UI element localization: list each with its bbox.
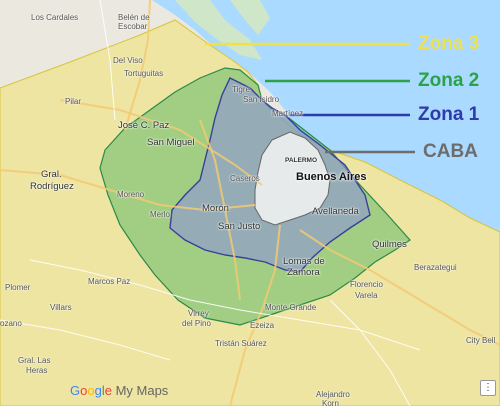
place-florencio-1: Florencio: [350, 280, 383, 289]
place-tristan-suarez: Tristán Suárez: [215, 339, 267, 348]
highway-panamericana: [59, 99, 263, 186]
place-belen-2: Escobar: [118, 22, 148, 31]
caba-label: CABA: [423, 141, 478, 162]
logo-letter-o1: o: [80, 383, 88, 398]
place-gral-rodriguez-2: Rodríguez: [30, 181, 74, 192]
google-my-maps-logo[interactable]: Google My Maps: [70, 384, 168, 397]
highway-camino-cintura: [199, 119, 241, 301]
place-del-viso: Del Viso: [113, 56, 143, 65]
place-tigre: Tigre: [232, 85, 250, 94]
highway-buenos-aires-la-plata: [299, 229, 500, 346]
place-florencio-2: Varela: [355, 291, 378, 300]
place-berazategui: Berazategui: [414, 263, 457, 272]
place-moreno: Moreno: [117, 190, 145, 199]
logo-letter-l: l: [101, 383, 105, 398]
zona-3-label: Zona 3: [418, 33, 480, 54]
logo-letter-g: G: [70, 383, 81, 398]
logo-letter-g2: g: [94, 383, 102, 398]
place-ezeiza: Ezeiza: [250, 321, 275, 330]
place-city-bell: City Bell: [466, 336, 496, 345]
highway-north: [124, 0, 151, 131]
place-san-miguel: San Miguel: [147, 137, 195, 148]
place-palermo: PALERMO: [285, 157, 318, 164]
place-belen-1: Belén de: [118, 13, 150, 22]
place-quilmes: Quilmes: [372, 239, 407, 250]
caba-area: [254, 131, 331, 226]
place-virrey-1: Virrey: [188, 309, 209, 318]
place-gral-las-heras-2: Heras: [26, 366, 48, 375]
place-lozano: ozano: [0, 319, 22, 328]
my-maps-label: My Maps: [115, 383, 169, 398]
place-buenos-aires: Buenos Aires: [296, 171, 367, 183]
zona-2-label: Zona 2: [418, 70, 480, 91]
place-caseros: Caseros: [230, 174, 260, 183]
logo-letter-e: e: [104, 383, 112, 398]
place-villars: Villars: [50, 303, 72, 312]
place-virrey-2: del Pino: [182, 319, 211, 328]
logo-letter-o2: o: [87, 383, 95, 398]
place-avellaneda: Avellaneda: [312, 206, 359, 217]
highway-acceso-oeste: [0, 169, 256, 212]
place-martinez: Martínez: [272, 109, 304, 118]
place-gral-las-heras-1: Gral. Las: [18, 356, 51, 365]
place-los-cardales: Los Cardales: [31, 13, 79, 22]
place-tortuguitas: Tortuguitas: [124, 69, 164, 78]
map-options-button[interactable]: ⋮: [480, 380, 496, 396]
place-pilar: Pilar: [65, 97, 82, 106]
place-monte-grande: Monte Grande: [265, 303, 317, 312]
zona-1-label: Zona 1: [418, 104, 480, 125]
place-lomas-1: Lomas de: [283, 256, 325, 267]
place-moron: Morón: [202, 203, 229, 214]
place-marcos-paz: Marcos Paz: [88, 277, 131, 286]
place-san-justo: San Justo: [218, 221, 261, 232]
place-gral-rodriguez-1: Gral.: [41, 169, 62, 180]
highway-ezeiza: [229, 224, 281, 406]
place-jose-c-paz: José C. Paz: [118, 120, 170, 131]
place-lomas-2: Zamora: [287, 267, 320, 278]
secondary-roads: [0, 0, 421, 406]
place-plomer: Plomer: [5, 283, 31, 292]
delta-islands-2: [230, 0, 270, 35]
place-alejandro-korn-2: Korn: [322, 399, 339, 406]
place-merlo: Merlo: [150, 210, 171, 219]
place-san-isidro: San Isidro: [243, 95, 280, 104]
place-alejandro-korn-1: Alejandro: [316, 390, 350, 399]
